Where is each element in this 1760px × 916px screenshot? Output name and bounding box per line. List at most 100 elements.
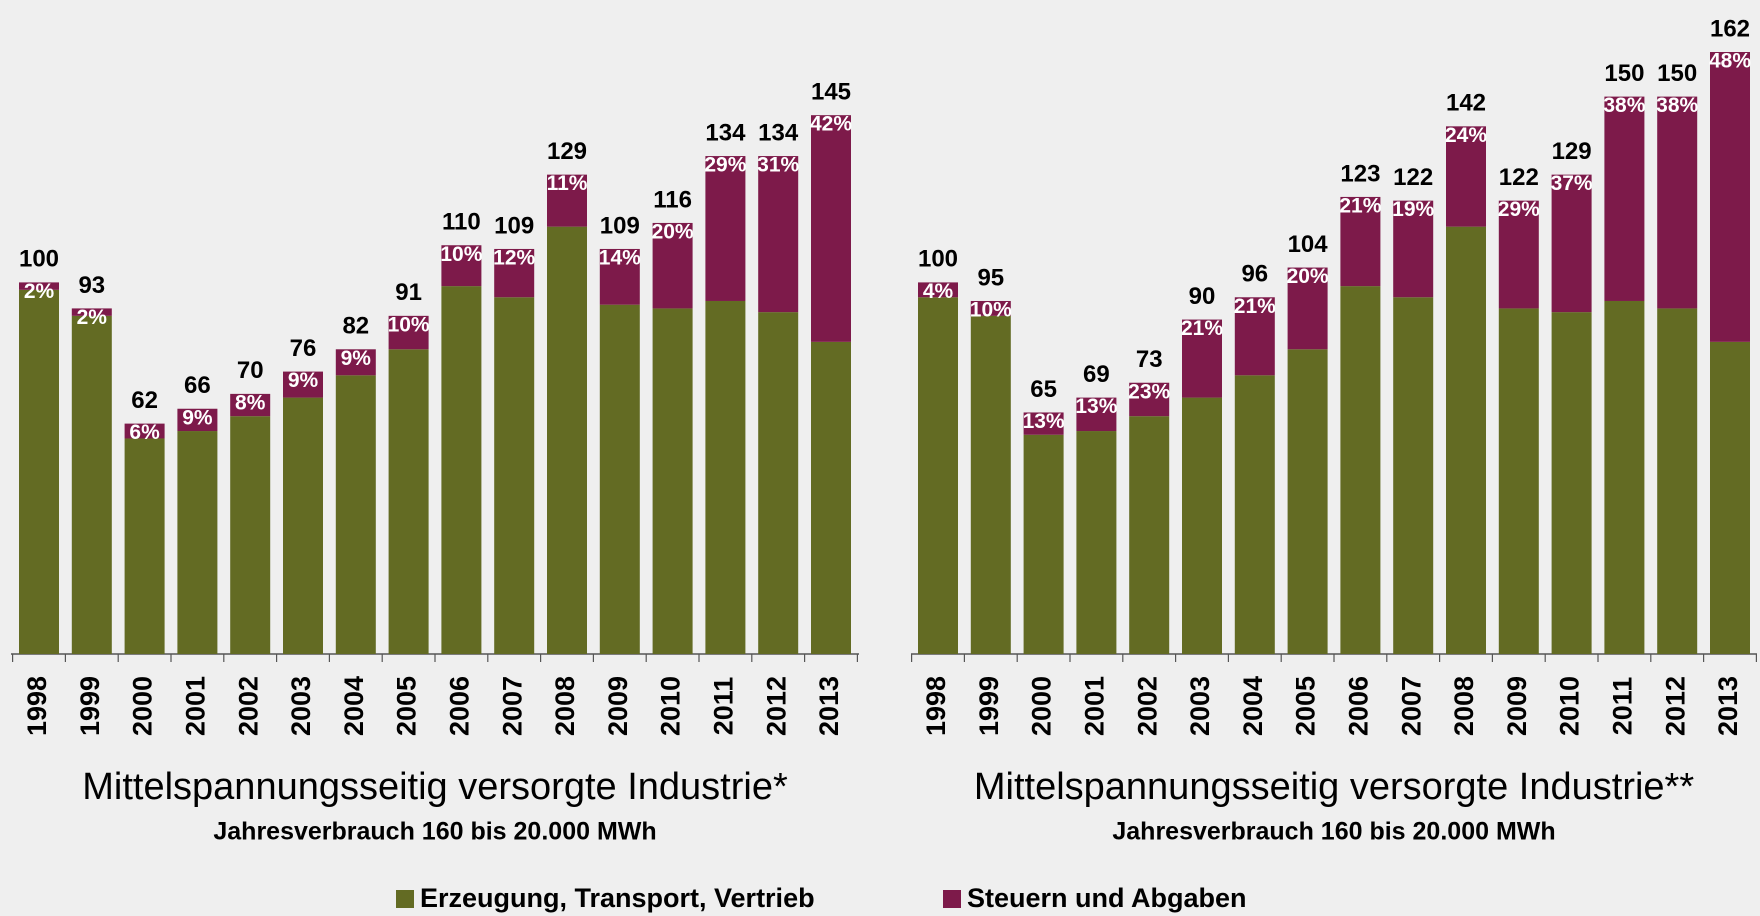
bar-segment — [1393, 297, 1434, 654]
total-label: 109 — [600, 212, 640, 239]
bar-segment — [705, 300, 746, 654]
x-tick-label: 2002 — [233, 676, 263, 736]
share-label: 29% — [1498, 198, 1540, 221]
total-label: 104 — [1288, 231, 1329, 258]
share-label: 24% — [1445, 124, 1487, 147]
bar-segment — [335, 375, 376, 654]
share-label: 6% — [129, 421, 160, 444]
bar-segment — [1710, 52, 1750, 342]
share-label: 37% — [1551, 172, 1593, 195]
share-label: 48% — [1709, 50, 1751, 73]
share-label: 21% — [1339, 194, 1381, 217]
share-label: 42% — [810, 113, 852, 136]
bar-segment — [1340, 196, 1381, 287]
bar-segment — [1604, 300, 1645, 654]
x-tick-label: 1999 — [974, 676, 1004, 736]
share-label: 20% — [652, 220, 694, 243]
total-label: 70 — [237, 357, 264, 384]
x-tick-label: 2011 — [709, 677, 739, 736]
total-label: 150 — [1604, 60, 1644, 87]
x-tick-label: 2008 — [550, 676, 580, 736]
bar-segment — [1446, 126, 1486, 227]
total-label: 76 — [290, 335, 317, 362]
bar-segment — [970, 300, 1011, 316]
x-tick-label: 2007 — [1396, 676, 1426, 736]
share-label: 10% — [388, 313, 430, 336]
share-label: 2% — [77, 306, 108, 329]
bar-segment — [1657, 96, 1698, 309]
total-label: 142 — [1446, 90, 1486, 117]
x-tick-label: 2008 — [1449, 676, 1479, 736]
legend-label: Erzeugung, Transport, Vertrieb — [420, 883, 815, 913]
total-label: 123 — [1340, 160, 1380, 187]
total-label: 116 — [653, 186, 692, 213]
x-tick-label: 2010 — [656, 676, 686, 736]
share-label: 10% — [440, 243, 482, 266]
bar-segment — [494, 248, 535, 298]
total-label: 129 — [1552, 138, 1592, 165]
x-tick-label: 2013 — [1713, 676, 1743, 736]
x-tick-label: 2003 — [286, 676, 316, 736]
bar-segment — [1076, 397, 1117, 432]
bar-segment — [1129, 382, 1170, 417]
bar-segment — [1182, 397, 1222, 654]
share-label: 13% — [1023, 410, 1065, 433]
total-label: 90 — [1189, 283, 1216, 310]
x-tick-label: 2009 — [603, 676, 633, 736]
total-label: 95 — [977, 264, 1004, 291]
x-tick-label: 2005 — [392, 676, 422, 736]
bar-segment — [1551, 174, 1592, 313]
bar-segment — [1287, 267, 1328, 350]
chart-subtitle: Jahresverbrauch 160 bis 20.000 MWh — [1112, 818, 1555, 846]
total-label: 82 — [342, 313, 369, 340]
bar-segment — [918, 282, 958, 298]
x-tick-label: 2011 — [1608, 677, 1638, 736]
share-label: 2% — [24, 280, 55, 303]
bar-segment — [1446, 226, 1486, 654]
share-label: 9% — [182, 406, 213, 429]
bar-segment — [811, 341, 851, 654]
bar-segment — [441, 286, 482, 654]
total-label: 110 — [442, 209, 481, 236]
total-label: 134 — [705, 119, 746, 146]
total-label: 129 — [547, 138, 587, 165]
bar-segment — [441, 245, 482, 287]
bar-segment — [177, 431, 218, 654]
bar-segment — [652, 308, 693, 654]
total-label: 134 — [758, 119, 799, 146]
bar-segment — [1182, 319, 1222, 398]
bar-segment — [230, 416, 271, 654]
bar-segment — [1710, 341, 1750, 654]
bar-segment — [71, 308, 112, 316]
share-label: 12% — [493, 247, 535, 270]
total-label: 93 — [78, 272, 105, 299]
bar-segment — [1340, 286, 1381, 654]
total-label: 109 — [494, 212, 534, 239]
bar-segment — [918, 297, 958, 654]
bar-segment — [494, 297, 535, 654]
x-tick-label: 2006 — [1344, 676, 1374, 736]
share-label: 19% — [1392, 198, 1434, 221]
x-tick-label: 2013 — [814, 676, 844, 736]
bar-segment — [1129, 416, 1170, 654]
bar-segment — [1551, 312, 1592, 654]
x-tick-label: 2004 — [1238, 676, 1268, 736]
bar-segment — [19, 289, 59, 654]
share-label: 9% — [341, 347, 372, 370]
bar-segment — [758, 312, 799, 654]
x-tick-label: 2001 — [1080, 676, 1110, 736]
bar-segment — [71, 315, 112, 654]
bar-segment — [1234, 375, 1275, 654]
bar-segment — [1657, 308, 1698, 654]
bar-segment — [1023, 412, 1064, 435]
share-label: 29% — [704, 154, 746, 177]
total-label: 145 — [811, 79, 851, 106]
bar-segment — [335, 349, 376, 376]
share-label: 31% — [757, 154, 799, 177]
bar-segment — [652, 222, 693, 309]
bar-segment — [1393, 200, 1434, 298]
total-label: 91 — [395, 279, 422, 306]
legend-label: Steuern und Abgaben — [967, 883, 1247, 913]
total-label: 96 — [1241, 261, 1268, 288]
